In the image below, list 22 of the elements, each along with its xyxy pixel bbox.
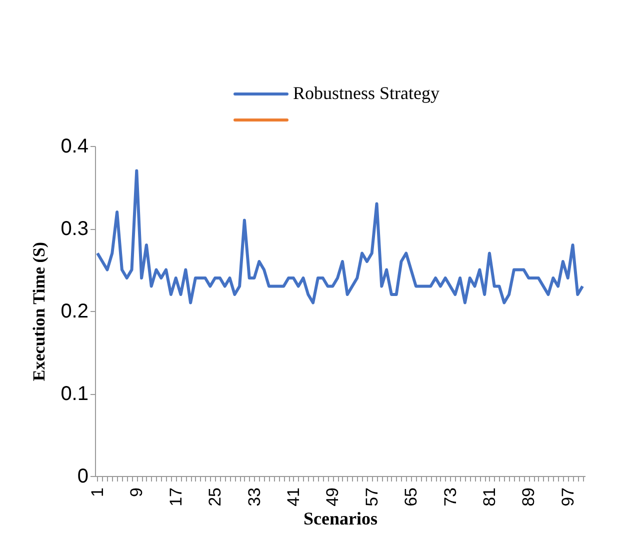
x-tick-label: 1: [88, 488, 107, 497]
x-tick-label: 57: [362, 488, 382, 506]
x-tick-label: 9: [127, 488, 146, 497]
legend-label: Robustness Strategy: [293, 83, 440, 103]
x-tick-label: 81: [480, 488, 499, 506]
x-tick-label: 73: [440, 488, 460, 506]
line-series: [96, 169, 584, 304]
x-tick-label: 17: [166, 488, 186, 506]
x-tick-label: 25: [206, 488, 225, 506]
x-tick-label: 65: [402, 488, 421, 506]
y-tick-label: 0.1: [60, 383, 88, 405]
x-tick-label: 89: [519, 488, 538, 506]
x-tick-label: 41: [284, 488, 303, 506]
x-tick-label: 97: [558, 488, 578, 506]
y-tick-label: 0.4: [60, 136, 88, 158]
y-tick-label: 0.2: [60, 300, 88, 322]
x-axis-title: Scenarios: [304, 508, 378, 528]
y-tick-label: 0.3: [60, 218, 88, 240]
x-tick-label: 49: [323, 488, 342, 506]
x-tick-label: 33: [244, 488, 264, 506]
y-axis-title: Execution Time (S): [30, 242, 49, 382]
y-tick-label: 0: [77, 466, 88, 488]
